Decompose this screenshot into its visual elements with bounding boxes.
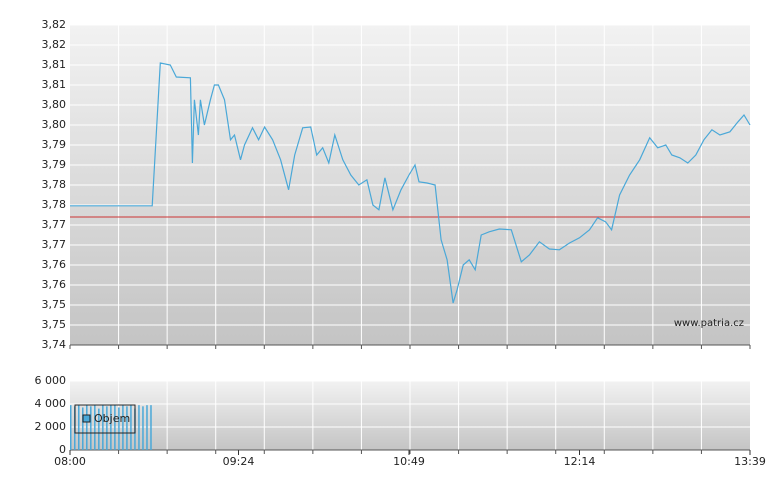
y-tick-label: 3,81	[42, 58, 67, 71]
volume-bar	[82, 407, 84, 450]
y-tick-label: 3,76	[42, 278, 67, 291]
legend-box	[74, 404, 136, 434]
x-tick-label: 09:24	[223, 455, 255, 468]
y-tick-label: 3,78	[42, 178, 67, 191]
x-tick-label: 10:49	[393, 455, 425, 468]
x-tick-label: 12:14	[564, 455, 596, 468]
x-tick-label: 08:00	[54, 455, 86, 468]
y-tick-label: 4 000	[35, 397, 67, 410]
volume-bar	[102, 405, 104, 450]
volume-bar	[122, 405, 124, 450]
y-tick-label: 3,80	[42, 98, 67, 111]
volume-bar	[110, 405, 112, 450]
y-tick-label: 3,76	[42, 258, 67, 271]
y-tick-label: 3,74	[42, 338, 67, 351]
volume-bar	[150, 405, 152, 450]
y-tick-label: 3,82	[42, 38, 67, 51]
volume-bar	[146, 405, 148, 450]
volume-bar	[98, 408, 100, 450]
volume-bar	[138, 405, 140, 450]
volume-bar	[78, 405, 80, 450]
watermark: www.patria.cz	[674, 318, 744, 329]
legend-swatch	[82, 414, 91, 423]
y-tick-label: 3,78	[42, 198, 67, 211]
volume-bar	[142, 406, 144, 450]
volume-bar	[70, 405, 72, 450]
volume-bar	[106, 406, 108, 450]
y-tick-label: 3,79	[42, 158, 67, 171]
volume-bar	[130, 405, 132, 450]
volume-bar	[86, 405, 88, 450]
y-tick-label: 3,75	[42, 318, 67, 331]
volume-bar	[126, 406, 128, 450]
y-tick-label: 0	[59, 443, 66, 456]
y-tick-label: 3,81	[42, 78, 67, 91]
y-tick-label: 6 000	[35, 374, 67, 387]
volume-bar	[90, 406, 92, 450]
y-tick-label: 3,77	[42, 218, 67, 231]
y-tick-label: 3,82	[42, 18, 67, 31]
y-tick-label: 2 000	[35, 420, 67, 433]
y-tick-label: 3,80	[42, 118, 67, 131]
volume-bar	[118, 407, 120, 450]
x-tick-label: 13:39	[734, 455, 766, 468]
volume-bar	[114, 405, 116, 450]
y-tick-label: 3,75	[42, 298, 67, 311]
y-tick-label: 3,79	[42, 138, 67, 151]
volume-bar	[94, 405, 96, 450]
y-tick-label: 3,77	[42, 238, 67, 251]
legend-label: Objem	[94, 412, 130, 425]
price-line	[70, 62, 751, 304]
